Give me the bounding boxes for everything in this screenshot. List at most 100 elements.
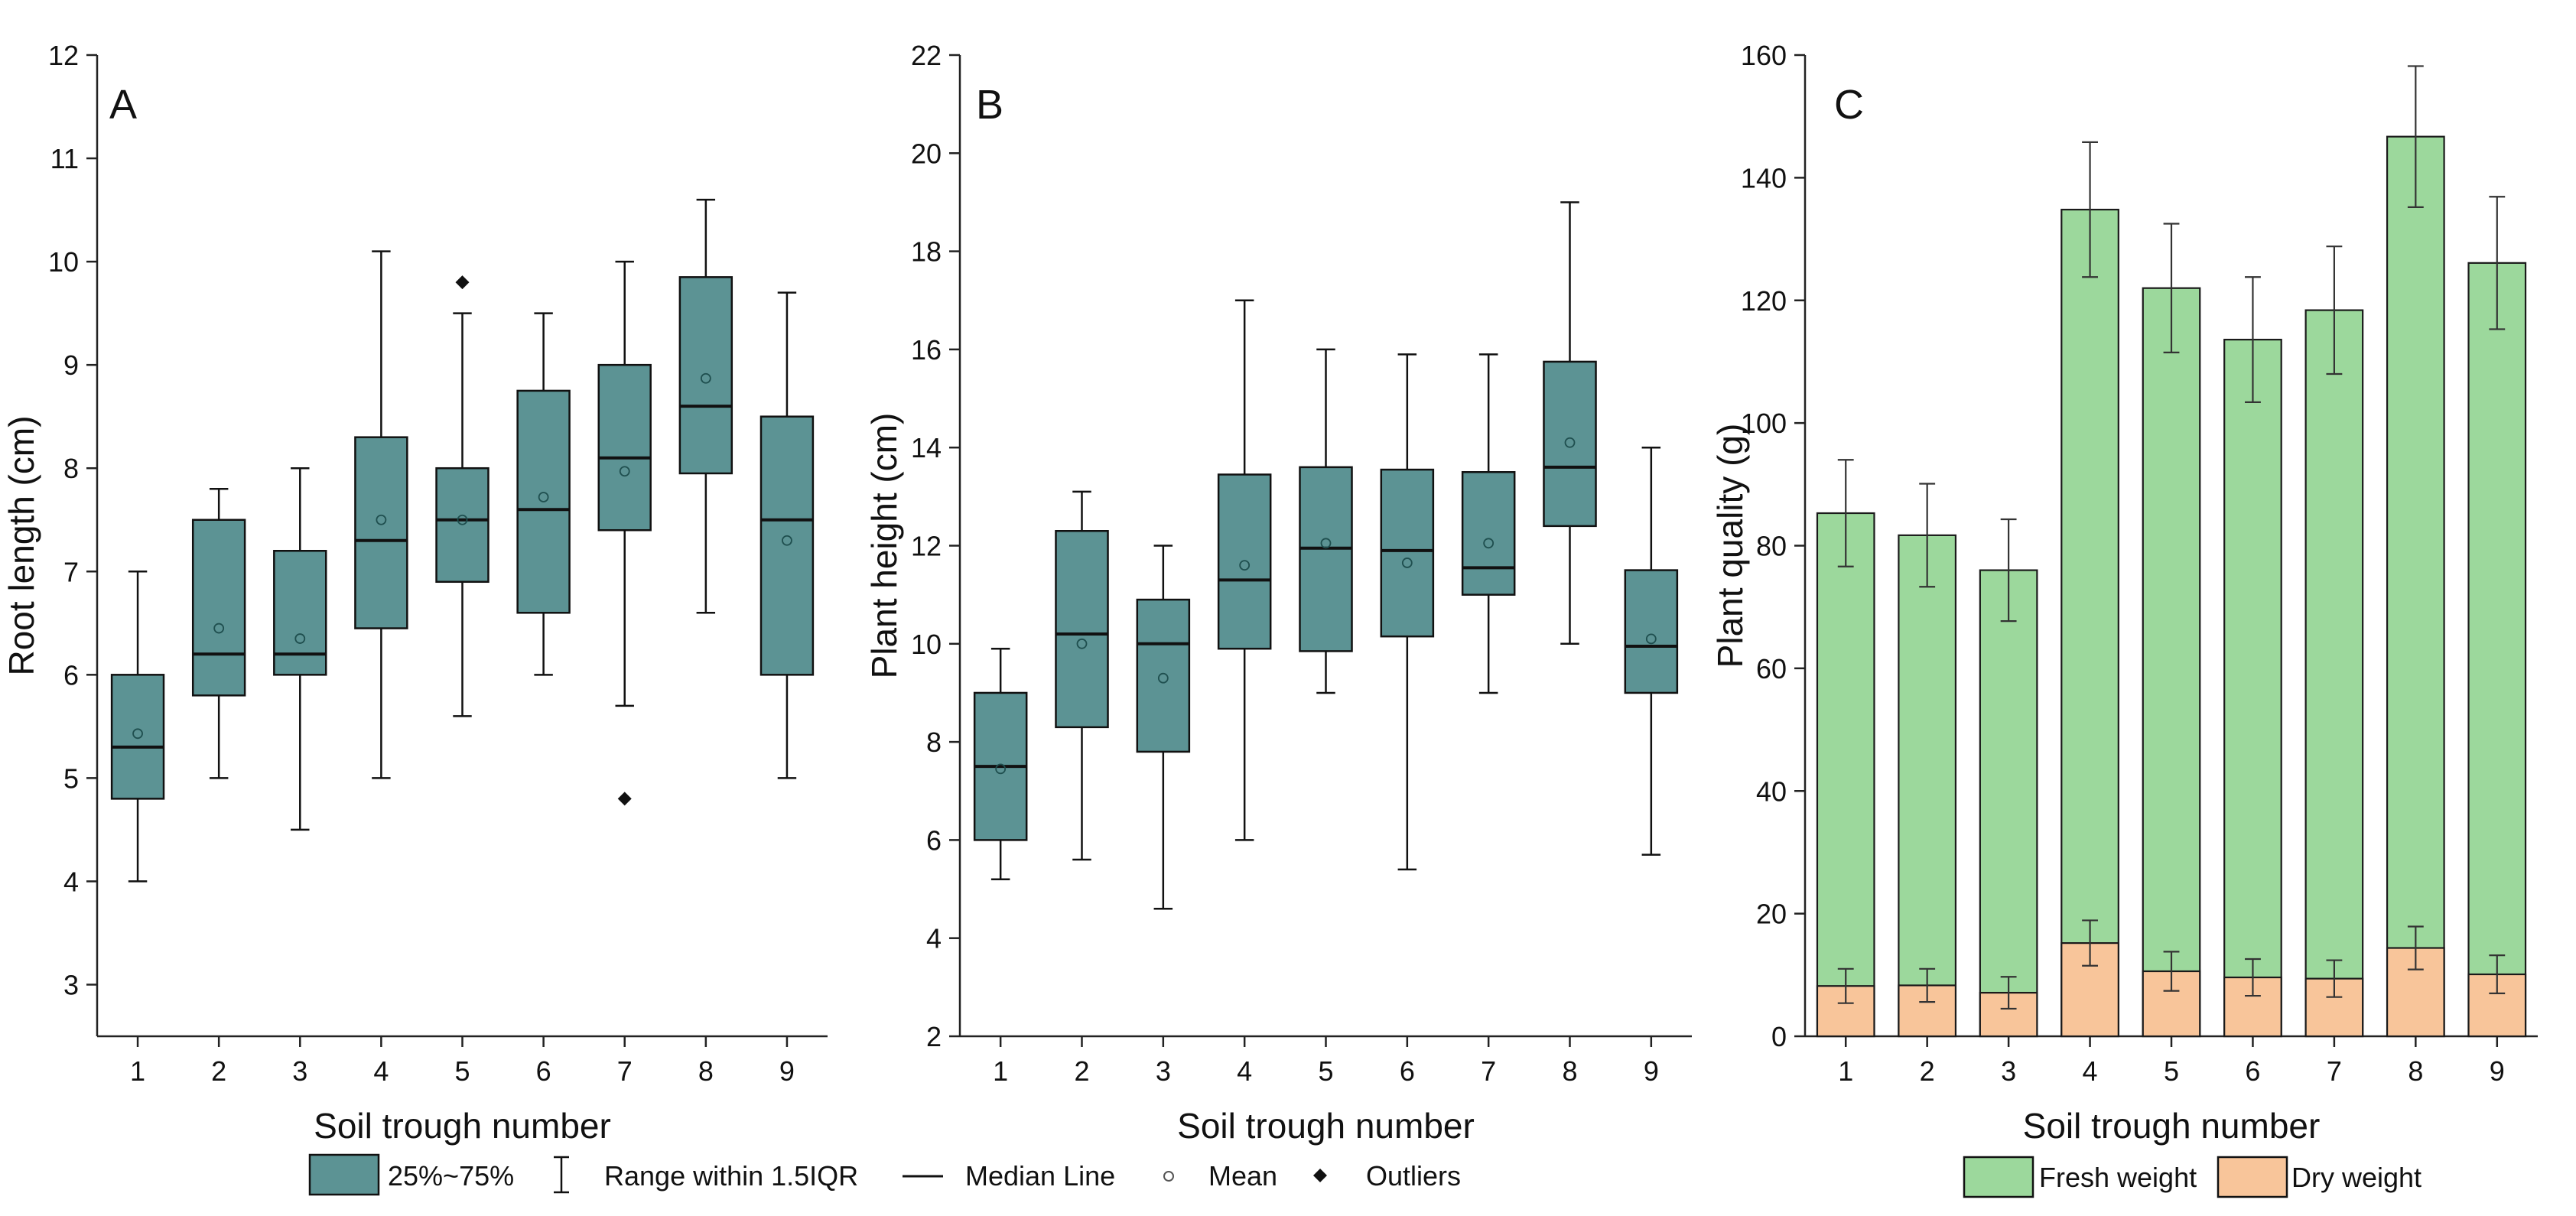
y-axis-title: Plant quality (g) bbox=[1710, 424, 1750, 668]
iqr-box bbox=[273, 550, 327, 676]
box-trough-7 bbox=[1461, 353, 1516, 694]
box-trough-3 bbox=[1136, 545, 1191, 910]
x-tick-label: 5 bbox=[454, 1055, 470, 1087]
iqr-box bbox=[1624, 569, 1679, 694]
x-tick-label: 2 bbox=[1920, 1055, 1935, 1087]
y-tick-label: 20 bbox=[911, 138, 942, 169]
x-tick-label: 1 bbox=[993, 1055, 1008, 1087]
y-tick-label: 6 bbox=[63, 659, 79, 691]
bar-trough-7 bbox=[2304, 245, 2364, 1038]
legend-fresh-label: Fresh weight bbox=[2039, 1162, 2197, 1193]
x-tick-label: 5 bbox=[2164, 1055, 2179, 1087]
box-trough-8 bbox=[1543, 201, 1597, 645]
box-trough-6 bbox=[516, 312, 571, 676]
x-tick-label: 8 bbox=[698, 1055, 714, 1087]
legend-iqr-label: 25%~75% bbox=[388, 1160, 514, 1192]
x-tick-label: 3 bbox=[2001, 1055, 2016, 1087]
iqr-box bbox=[1380, 468, 1435, 638]
panel-letter: A bbox=[109, 82, 137, 128]
mean-marker bbox=[376, 514, 387, 525]
iqr-box bbox=[1461, 471, 1516, 596]
legend-range-icon bbox=[554, 1156, 569, 1194]
y-tick-label: 4 bbox=[63, 866, 79, 897]
mean-marker bbox=[1401, 558, 1413, 568]
iqr-box bbox=[1136, 598, 1191, 753]
y-tick-label: 10 bbox=[48, 246, 79, 278]
box-trough-5 bbox=[1299, 348, 1353, 694]
legend-dry-swatch bbox=[2217, 1156, 2288, 1198]
dry-weight-bar bbox=[2467, 973, 2527, 1038]
y-tick-label: 14 bbox=[911, 432, 942, 463]
mean-marker bbox=[619, 466, 630, 477]
box-plot-legend: 25%~75% Range within 1.5IQR Median Line … bbox=[308, 1153, 1461, 1196]
x-tick-label: 8 bbox=[2408, 1055, 2423, 1087]
panel-letter: B bbox=[976, 82, 1003, 128]
mean-marker bbox=[1239, 560, 1251, 571]
x-tick-label: 2 bbox=[211, 1055, 226, 1087]
bar-legend: Fresh weight Dry weight bbox=[1963, 1156, 2422, 1198]
box-trough-2 bbox=[1055, 490, 1109, 861]
iqr-box bbox=[110, 674, 165, 800]
box-trough-1 bbox=[973, 647, 1028, 880]
y-axis-title: Root length (cm) bbox=[2, 415, 41, 675]
legend-range-label: Range within 1.5IQR bbox=[604, 1160, 858, 1192]
x-tick-label: 4 bbox=[1237, 1055, 1252, 1087]
y-tick-label: 160 bbox=[1741, 40, 1787, 71]
x-tick-label: 1 bbox=[130, 1055, 145, 1087]
legend-median-label: Median Line bbox=[965, 1160, 1115, 1192]
panel-c-plant-quality-chart: 0 20 40 60 80 100 120 140 160 1 2 3 4 5 6 7 8 9 Soil troug… bbox=[1710, 40, 2538, 1146]
y-tick-label: 80 bbox=[1756, 531, 1787, 562]
legend-mean-icon bbox=[1163, 1171, 1174, 1182]
box-trough-6 bbox=[1380, 353, 1435, 871]
bar-trough-5 bbox=[2142, 223, 2201, 1038]
box-trough-8 bbox=[678, 198, 733, 614]
y-tick-label: 12 bbox=[48, 40, 79, 71]
bar-trough-6 bbox=[2223, 276, 2282, 1038]
iqr-box bbox=[1543, 360, 1597, 528]
y-tick-label: 20 bbox=[1756, 899, 1787, 930]
panel-letter: C bbox=[1834, 82, 1864, 128]
bar-trough-3 bbox=[1979, 518, 2038, 1038]
x-tick-label: 7 bbox=[2327, 1055, 2342, 1087]
x-tick-label: 6 bbox=[536, 1055, 551, 1087]
box-trough-1 bbox=[110, 571, 165, 883]
mean-marker bbox=[700, 372, 711, 384]
y-tick-label: 120 bbox=[1741, 285, 1787, 317]
mean-marker bbox=[1645, 633, 1657, 645]
mean-marker bbox=[132, 728, 143, 740]
y-tick-label: 11 bbox=[50, 143, 79, 174]
x-tick-label: 2 bbox=[1074, 1055, 1089, 1087]
x-tick-label: 4 bbox=[373, 1055, 389, 1087]
x-tick-label: 4 bbox=[2083, 1055, 2098, 1087]
x-tick-label: 3 bbox=[292, 1055, 307, 1087]
y-tick-label: 7 bbox=[63, 556, 79, 587]
y-axis-title: Plant height (cm) bbox=[864, 413, 904, 679]
y-tick-label: 5 bbox=[63, 762, 79, 794]
y-tick-label: 140 bbox=[1741, 162, 1787, 193]
iqr-box bbox=[354, 436, 408, 629]
y-tick-label: 3 bbox=[63, 969, 79, 1000]
mean-marker bbox=[457, 514, 468, 525]
iqr-box bbox=[597, 363, 652, 532]
box-trough-5 bbox=[435, 275, 490, 717]
y-tick-label: 60 bbox=[1756, 653, 1787, 684]
x-tick-label: 5 bbox=[1318, 1055, 1333, 1087]
box-trough-4 bbox=[1217, 299, 1272, 841]
y-tick-label: 22 bbox=[911, 40, 942, 71]
x-axis-title: Soil trough number bbox=[1177, 1106, 1475, 1146]
fresh-weight-bar bbox=[1979, 569, 2038, 1038]
x-tick-label: 9 bbox=[2490, 1055, 2505, 1087]
x-tick-label: 9 bbox=[1644, 1055, 1659, 1087]
y-tick-label: 10 bbox=[911, 629, 942, 660]
legend-fresh-swatch bbox=[1963, 1156, 2034, 1198]
bar-trough-1 bbox=[1816, 459, 1875, 1038]
box-trough-9 bbox=[759, 291, 815, 779]
mean-marker bbox=[1157, 672, 1169, 684]
x-tick-label: 7 bbox=[1481, 1055, 1496, 1087]
fresh-weight-bar bbox=[1898, 534, 1957, 1038]
fresh-weight-bar bbox=[2142, 287, 2201, 1038]
iqr-box bbox=[1217, 473, 1272, 650]
